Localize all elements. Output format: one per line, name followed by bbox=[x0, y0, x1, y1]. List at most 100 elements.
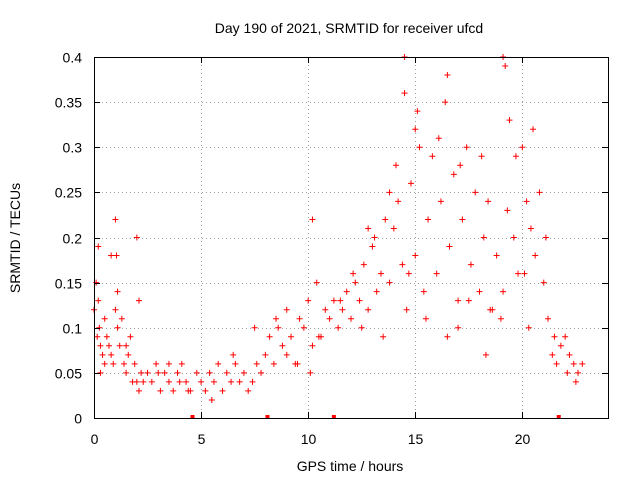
data-point bbox=[497, 315, 504, 322]
y-axis-label: SRMTID / TECUs bbox=[7, 183, 23, 293]
data-point bbox=[465, 297, 472, 304]
data-point bbox=[125, 351, 132, 358]
data-point bbox=[358, 324, 365, 331]
data-point bbox=[444, 72, 451, 79]
data-point bbox=[174, 369, 181, 376]
data-point bbox=[215, 360, 222, 367]
data-point bbox=[97, 369, 104, 376]
data-point bbox=[564, 369, 571, 376]
data-point bbox=[485, 198, 492, 205]
data-point bbox=[504, 207, 511, 214]
data-point bbox=[463, 144, 470, 151]
data-point bbox=[240, 369, 247, 376]
data-point bbox=[480, 234, 487, 241]
x-tick-label: 10 bbox=[301, 431, 317, 447]
y-tick-label: 0.4 bbox=[63, 50, 83, 66]
x-tick-label: 0 bbox=[91, 431, 99, 447]
data-point bbox=[283, 351, 290, 358]
data-point bbox=[223, 369, 230, 376]
data-point bbox=[108, 351, 115, 358]
data-point bbox=[557, 342, 564, 349]
data-point bbox=[253, 360, 260, 367]
data-point bbox=[262, 351, 269, 358]
data-point bbox=[326, 315, 333, 322]
data-point bbox=[457, 162, 464, 169]
data-point bbox=[519, 144, 526, 151]
y-tick-label: 0.05 bbox=[55, 366, 82, 382]
data-point bbox=[309, 342, 316, 349]
data-point bbox=[236, 378, 243, 385]
data-point bbox=[500, 288, 507, 295]
data-point bbox=[208, 396, 215, 403]
data-point bbox=[135, 297, 142, 304]
data-point bbox=[138, 369, 145, 376]
grid-layer bbox=[94, 57, 608, 418]
data-point bbox=[170, 387, 177, 394]
data-point bbox=[103, 333, 110, 340]
data-point bbox=[382, 216, 389, 223]
data-point bbox=[407, 180, 414, 187]
y-tick-label: 0.2 bbox=[63, 231, 83, 247]
data-point bbox=[536, 189, 543, 196]
data-point bbox=[493, 252, 500, 259]
data-point bbox=[420, 288, 427, 295]
data-point bbox=[313, 279, 320, 286]
data-point bbox=[455, 324, 462, 331]
data-point bbox=[178, 360, 185, 367]
data-point bbox=[148, 378, 155, 385]
data-point bbox=[335, 324, 342, 331]
data-point bbox=[95, 297, 102, 304]
x-tick-label: 20 bbox=[515, 431, 531, 447]
data-point bbox=[412, 252, 419, 259]
data-point bbox=[202, 387, 209, 394]
data-point bbox=[416, 144, 423, 151]
y-tick-label: 0 bbox=[74, 411, 82, 427]
data-point bbox=[369, 243, 376, 250]
data-point bbox=[540, 279, 547, 286]
gap-marker bbox=[265, 415, 270, 419]
data-point bbox=[228, 378, 235, 385]
data-point bbox=[459, 216, 466, 223]
data-point bbox=[96, 324, 103, 331]
data-point bbox=[206, 369, 213, 376]
data-point bbox=[549, 351, 556, 358]
data-point bbox=[249, 378, 256, 385]
data-point bbox=[105, 342, 112, 349]
data-point bbox=[542, 234, 549, 241]
data-point bbox=[95, 243, 102, 250]
data-point bbox=[266, 333, 273, 340]
data-point bbox=[532, 252, 539, 259]
y-tick-label: 0.15 bbox=[55, 276, 82, 292]
data-point bbox=[230, 351, 237, 358]
data-point bbox=[352, 279, 359, 286]
data-point bbox=[305, 297, 312, 304]
gap-marker-layer bbox=[190, 415, 561, 419]
data-point bbox=[165, 378, 172, 385]
data-point bbox=[258, 369, 265, 376]
data-point bbox=[425, 216, 432, 223]
data-point bbox=[435, 135, 442, 142]
data-point bbox=[414, 108, 421, 115]
data-point bbox=[365, 306, 372, 313]
data-point bbox=[198, 378, 205, 385]
x-axis-label: GPS time / hours bbox=[297, 458, 404, 474]
y-tick-label: 0.25 bbox=[55, 185, 82, 201]
data-point bbox=[133, 378, 140, 385]
data-point bbox=[512, 153, 519, 160]
data-point bbox=[478, 153, 485, 160]
data-point bbox=[525, 324, 532, 331]
x-tick-label: 15 bbox=[408, 431, 424, 447]
data-point bbox=[570, 360, 577, 367]
data-point bbox=[523, 198, 530, 205]
data-point bbox=[337, 297, 344, 304]
points-layer bbox=[91, 54, 586, 403]
data-point bbox=[446, 243, 453, 250]
data-point bbox=[348, 315, 354, 322]
data-point bbox=[392, 162, 399, 169]
data-point bbox=[506, 117, 513, 124]
data-point bbox=[476, 288, 483, 295]
data-point bbox=[343, 288, 350, 295]
data-point bbox=[437, 198, 444, 205]
data-point bbox=[422, 315, 429, 322]
data-point bbox=[101, 360, 108, 367]
